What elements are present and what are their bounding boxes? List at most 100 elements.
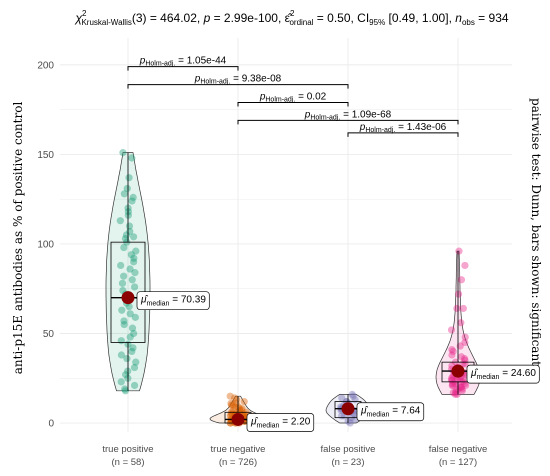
x-tick-label: false positive (321, 444, 376, 455)
n-symbol: n (455, 11, 462, 25)
df-part: (3) = 464.02, (132, 11, 204, 25)
median-label: μ̂median = 24.60 (466, 364, 540, 384)
data-point (122, 371, 130, 379)
data-point (126, 310, 134, 318)
data-point (117, 337, 125, 345)
data-point (458, 385, 466, 393)
data-point (128, 197, 136, 205)
median-dot (231, 412, 245, 426)
data-point (457, 383, 465, 391)
data-point (117, 378, 125, 386)
data-point (227, 399, 235, 407)
y-tick-label: 150 (37, 150, 54, 161)
comparison-bracket (237, 119, 459, 125)
median-label-box (466, 364, 540, 384)
data-point (120, 190, 128, 198)
data-point (349, 392, 357, 400)
eps-sub: ordinal (289, 18, 313, 27)
data-point (229, 401, 237, 409)
data-point (448, 374, 456, 382)
data-point (455, 247, 463, 255)
y-tick-label: 0 (48, 419, 54, 430)
bracket-layer: pHolm-adj. = 1.05e-44 pHolm-adj. = 9.38e-… (127, 56, 459, 137)
data-point (119, 149, 127, 157)
comparison-bracket (347, 132, 459, 137)
data-point (338, 394, 346, 402)
data-point (118, 279, 127, 287)
data-point (130, 254, 138, 262)
data-point (447, 326, 456, 334)
data-point (130, 283, 139, 291)
data-point (457, 276, 466, 284)
data-point (128, 347, 136, 356)
data-point (462, 381, 470, 390)
comparison-label: pHolm-adj. = 0.02 (259, 91, 327, 103)
data-point (130, 381, 139, 390)
data-point (123, 354, 131, 363)
data-point (460, 354, 469, 363)
data-point (231, 403, 239, 411)
data-point (448, 351, 456, 359)
data-point (457, 319, 465, 327)
comparison-label: pHolm-adj. = 1.09e-68 (304, 109, 392, 121)
data-point (129, 193, 137, 201)
data-point (121, 385, 129, 393)
ci-part: [0.49, 1.00], (385, 11, 455, 25)
x-tick-label: false negative (429, 444, 488, 455)
eps-part: = 0.50, CI (313, 11, 369, 25)
p-part: = 2.99e-100, (210, 11, 284, 25)
comparison-bracket (127, 84, 349, 89)
data-point (458, 387, 466, 395)
ci-sub: 95% (369, 18, 385, 27)
data-point (125, 303, 133, 311)
y-axis-title: anti-p15E antibodies as % of positive co… (11, 102, 25, 375)
data-point (456, 342, 464, 350)
data-point (121, 387, 130, 395)
data-point (121, 234, 130, 243)
data-point (448, 346, 456, 354)
data-point (120, 243, 128, 252)
comparison-bracket (237, 101, 349, 107)
data-point (129, 344, 137, 352)
n-part: = 934 (475, 11, 509, 25)
median-label-text: μ̂median = 2.20 (250, 415, 311, 429)
data-point (230, 394, 239, 402)
data-point (117, 261, 125, 270)
data-point (348, 390, 356, 398)
comparison-label: pHolm-adj. = 9.38e-08 (194, 74, 282, 86)
data-point (130, 329, 138, 338)
data-point (117, 351, 126, 359)
data-point (461, 261, 469, 270)
data-point (457, 383, 465, 391)
data-point (227, 401, 236, 409)
y-tick-label: 100 (37, 239, 54, 250)
data-point (123, 184, 131, 193)
median-label-box (136, 291, 210, 311)
chart-subtitle: χ2 Kruskal-Wallis(3) = 464.02, p = 2.99e-… (74, 9, 508, 27)
data-point (125, 174, 133, 182)
x-tick-count: (n = 127) (439, 457, 477, 468)
y-tick-label: 200 (37, 60, 54, 71)
data-point (459, 304, 467, 313)
data-point (454, 290, 463, 298)
p-symbol: p (203, 11, 211, 25)
data-point (240, 397, 248, 406)
median-label-text: μ̂median = 70.39 (140, 294, 206, 308)
data-point (453, 304, 461, 313)
data-point (120, 317, 128, 325)
data-point (128, 154, 136, 162)
median-label-box (246, 413, 315, 432)
chi-sup: 2 (82, 9, 87, 18)
data-point (448, 381, 456, 390)
data-point (452, 389, 460, 397)
chi-symbol: χ (74, 11, 82, 25)
data-point (131, 269, 139, 277)
comparison-label: pHolm-adj. = 1.43e-06 (359, 122, 447, 134)
right-axis-title: pairwise test: Dunn, bars shown: signifi… (529, 98, 543, 366)
comparison-label: pHolm-adj. = 1.05e-44 (139, 56, 227, 68)
data-point (128, 324, 137, 332)
data-point (238, 405, 246, 413)
median-label: μ̂median = 2.20 (246, 413, 315, 432)
axis-layer: 0 50 100 150 200 true positive (n = 58) true ne… (37, 60, 487, 468)
